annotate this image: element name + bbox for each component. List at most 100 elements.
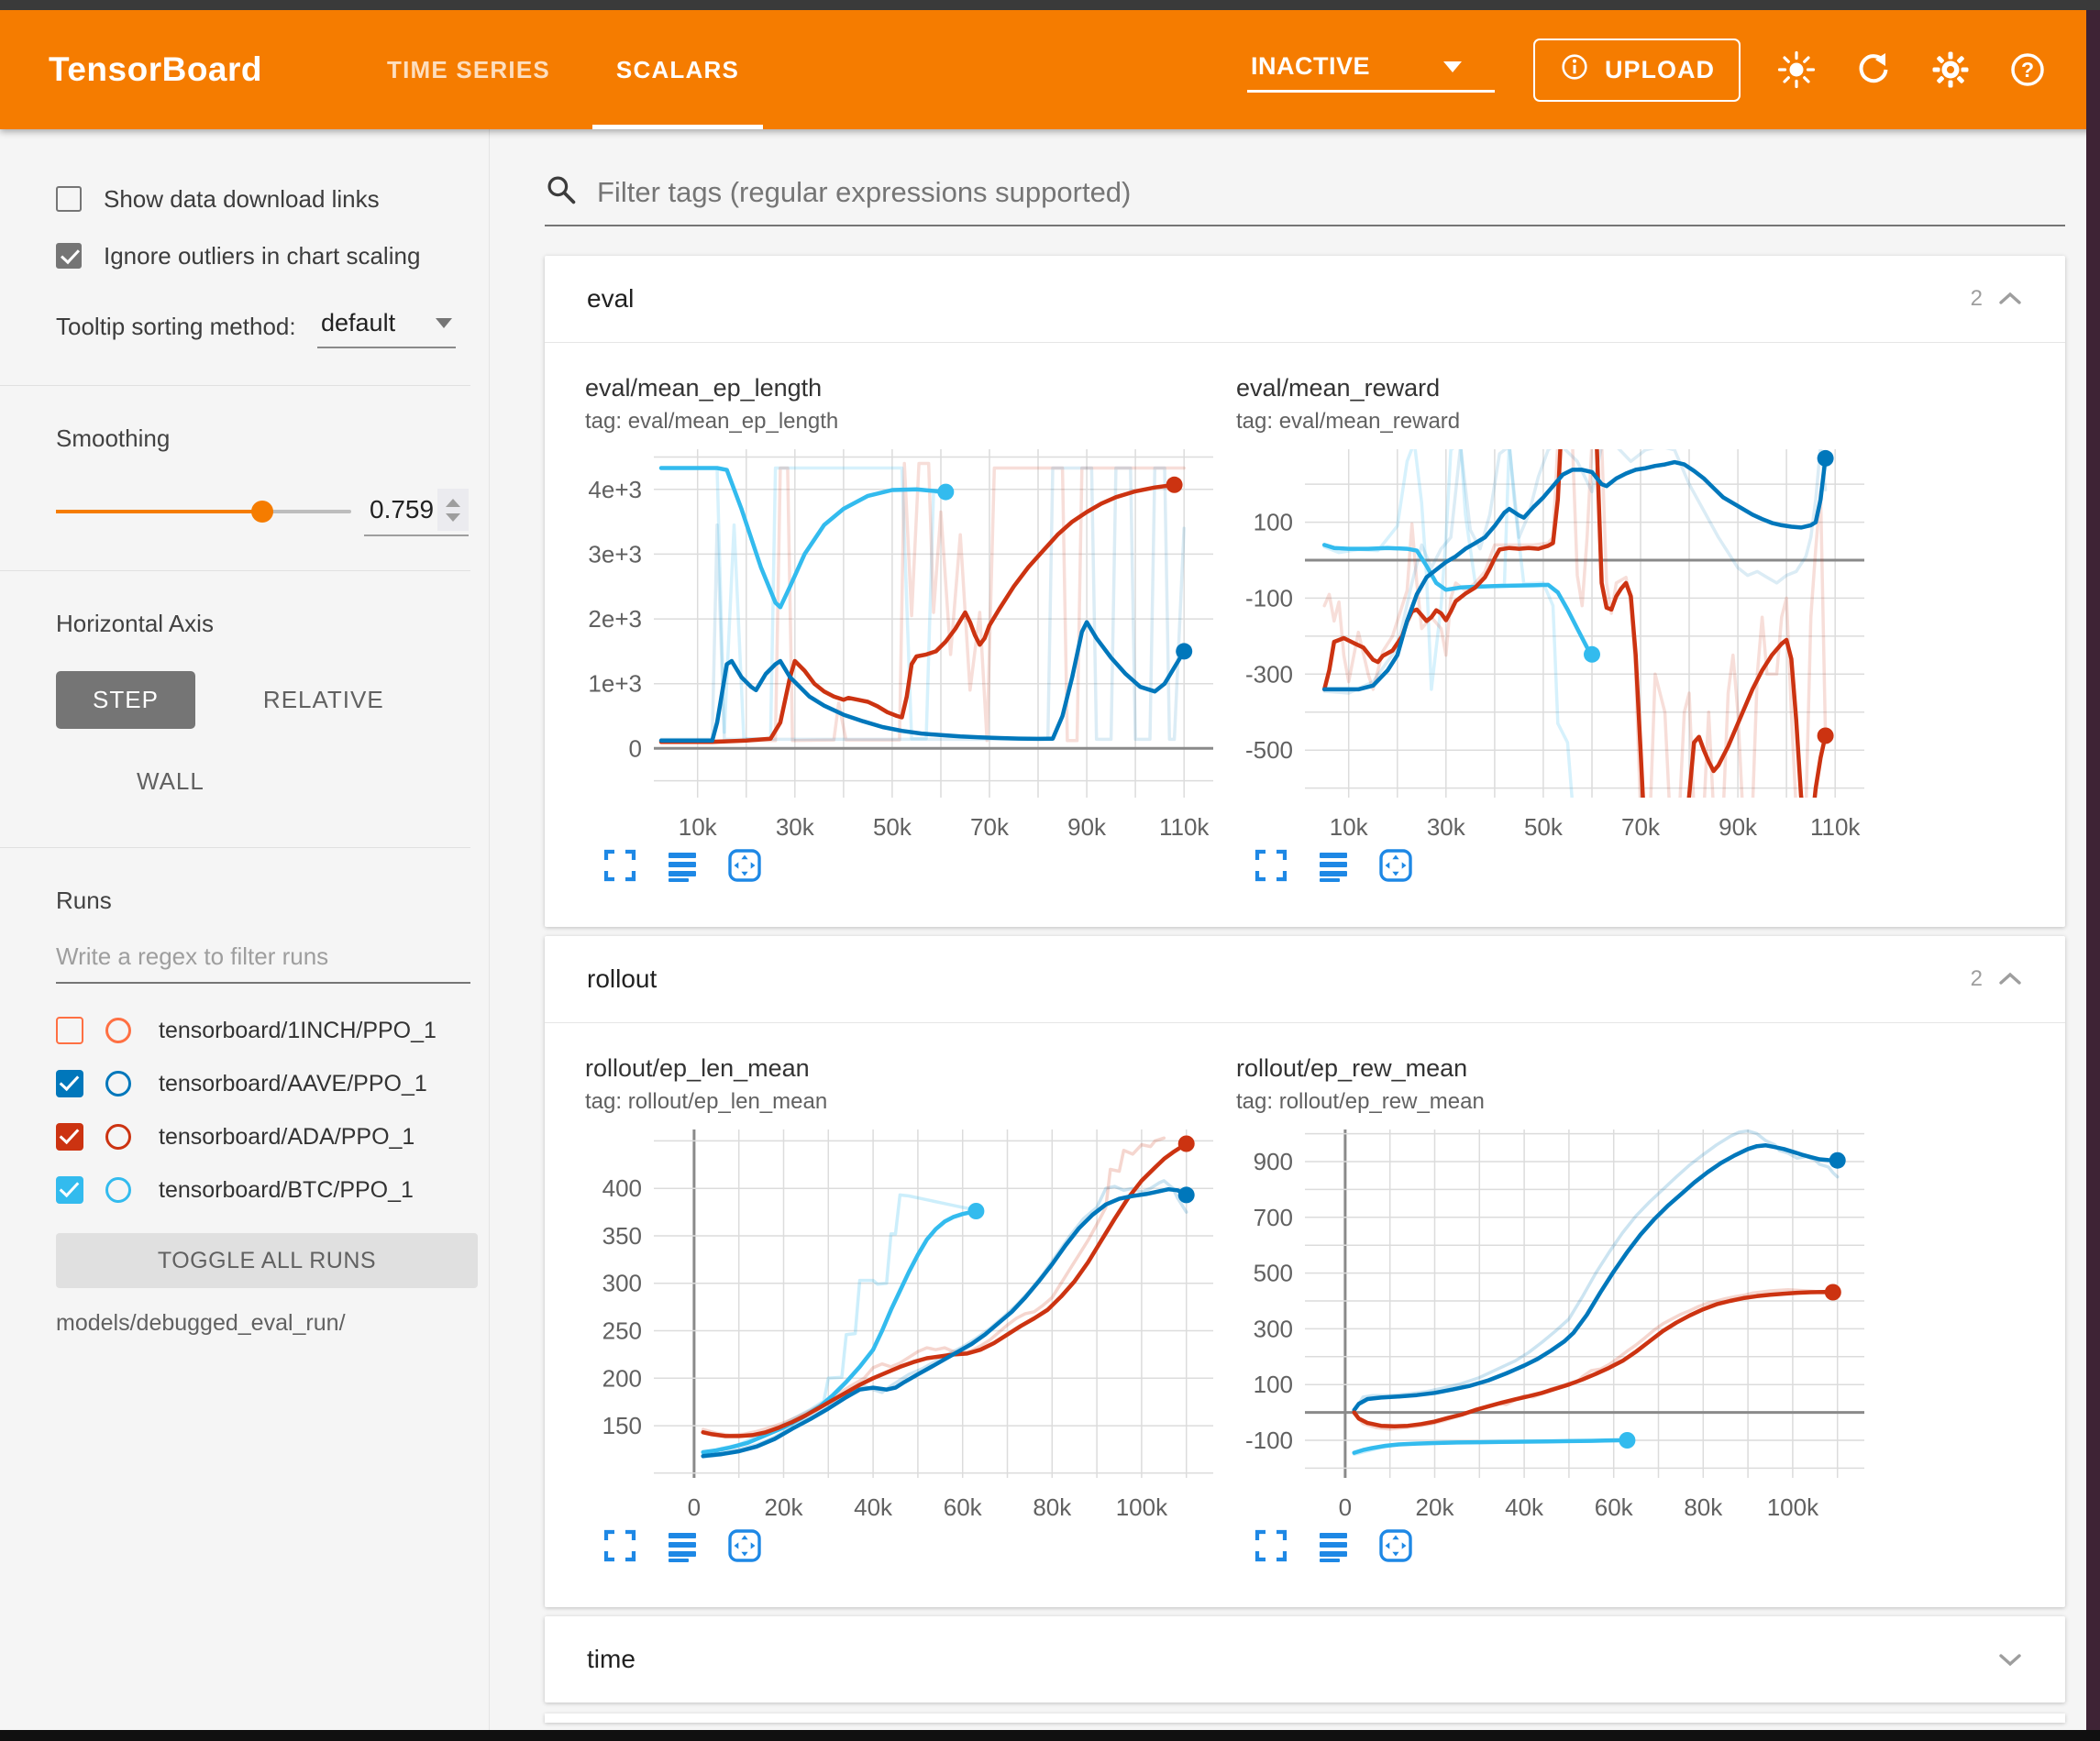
axis-option-step[interactable]: STEP (56, 671, 195, 729)
tag-filter-input[interactable] (597, 176, 2065, 209)
dashboard-tabs: TIME SERIES SCALARS (354, 10, 772, 129)
line-chart-canvas[interactable]: 10k 30k 50k 70k 90k 110k 100 -100 -300 -500 (1236, 442, 1869, 845)
run-checkbox[interactable] (56, 1070, 83, 1097)
axis-option-relative[interactable]: RELATIVE (262, 686, 384, 713)
brightness-icon[interactable] (1775, 49, 1818, 91)
section-count: 2 (1970, 286, 1983, 311)
run-checkbox[interactable] (56, 1176, 83, 1204)
fullscreen-icon[interactable] (602, 1527, 638, 1569)
svg-text:2e+3: 2e+3 (588, 605, 642, 633)
svg-text:50k: 50k (1524, 813, 1564, 841)
section-title: eval (587, 284, 635, 313)
chart-tag: tag: eval/mean_reward (1236, 409, 1461, 434)
section-card-rollout: rollout 2 rollout/ep_len_mean tag: rollou… (545, 936, 2065, 1607)
ignore-outliers-checkbox[interactable] (56, 243, 82, 269)
line-chart-canvas[interactable]: 10k 30k 50k 70k 90k 110k 0 1e+3 2e+3 3e+3 4e+3 (585, 442, 1218, 845)
sidebar-divider (0, 570, 470, 571)
fullscreen-icon[interactable] (1253, 847, 1289, 888)
fullscreen-icon[interactable] (602, 847, 638, 888)
svg-text:40k: 40k (1505, 1493, 1544, 1521)
fit-domain-icon[interactable] (726, 847, 763, 888)
upload-button[interactable]: UPLOAD (1533, 38, 1741, 102)
fullscreen-icon[interactable] (1253, 1527, 1289, 1569)
svg-text:70k: 70k (1621, 813, 1661, 841)
svg-text:100k: 100k (1116, 1493, 1168, 1521)
show-download-links-checkbox[interactable] (56, 186, 82, 212)
svg-text:-500: -500 (1245, 736, 1293, 764)
tab-time-series[interactable]: TIME SERIES (387, 55, 550, 83)
svg-text:110k: 110k (1810, 813, 1861, 841)
smoothing-slider-fill (56, 510, 263, 513)
run-color-circle-icon[interactable] (105, 1124, 131, 1150)
smoothing-slider-handle[interactable] (251, 501, 274, 523)
stepper-up-icon[interactable] (446, 498, 460, 507)
runs-filter-input[interactable] (56, 942, 470, 971)
run-label: tensorboard/ADA/PPO_1 (159, 1123, 415, 1150)
ignore-outliers-row[interactable]: Ignore outliers in chart scaling (56, 237, 470, 274)
settings-gear-icon[interactable] (1929, 49, 1972, 91)
svg-text:110k: 110k (1159, 813, 1210, 841)
browser-bottom-strip (0, 1730, 2100, 1741)
run-data-table-icon[interactable] (1315, 1527, 1352, 1569)
show-download-links-row[interactable]: Show data download links (56, 181, 470, 217)
run-color-circle-icon[interactable] (105, 1071, 131, 1096)
smoothing-value[interactable]: 0.759 (370, 495, 435, 523)
page-scrollbar[interactable] (2086, 10, 2100, 1730)
section-title: time (587, 1645, 636, 1673)
axis-option-wall[interactable]: WALL (137, 767, 204, 795)
fit-domain-icon[interactable] (1377, 1527, 1414, 1569)
rollout-charts-row: rollout/ep_len_mean tag: rollout/ep_len_m… (545, 1023, 2065, 1607)
collapse-chevron-up-icon[interactable] (1997, 291, 2023, 307)
status-value: INACTIVE (1251, 52, 1371, 81)
section-card-eval: eval 2 eval/mean_ep_length tag: eval/mean… (545, 256, 2065, 927)
stepper-down-icon[interactable] (446, 512, 460, 522)
svg-text:4e+3: 4e+3 (588, 476, 642, 503)
tooltip-sorting-block: Tooltip sorting method: default (56, 305, 470, 348)
svg-text:400: 400 (602, 1174, 642, 1202)
svg-text:250: 250 (602, 1317, 642, 1345)
toggle-all-runs-button[interactable]: TOGGLE ALL RUNS (56, 1233, 478, 1288)
run-color-circle-icon[interactable] (105, 1018, 131, 1043)
run-checkbox[interactable] (56, 1123, 83, 1151)
chart-tag: tag: rollout/ep_len_mean (585, 1089, 828, 1114)
run-data-table-icon[interactable] (1315, 847, 1352, 888)
chart-block-eval-mean-reward: eval/mean_reward tag: eval/mean_reward 10k… (1236, 374, 1869, 888)
section-header-eval[interactable]: eval 2 (545, 256, 2065, 342)
run-checkbox[interactable] (56, 1017, 83, 1044)
help-icon[interactable]: ? (2006, 49, 2049, 91)
run-data-table-icon[interactable] (664, 847, 701, 888)
line-chart-canvas[interactable]: 0 20k 40k 60k 80k 100k 150 200 250 300 350 400 (585, 1122, 1218, 1526)
expand-chevron-down-icon[interactable] (1997, 1651, 2023, 1668)
svg-text:10k: 10k (679, 813, 718, 841)
fit-domain-icon[interactable] (1377, 847, 1414, 888)
section-header-rollout[interactable]: rollout 2 (545, 936, 2065, 1022)
run-color-circle-icon[interactable] (105, 1177, 131, 1203)
svg-text:3e+3: 3e+3 (588, 540, 642, 567)
status-dropdown[interactable]: INACTIVE (1247, 47, 1495, 93)
refresh-icon[interactable] (1852, 49, 1895, 91)
card-divider (545, 342, 2065, 343)
tag-filter-field (545, 173, 2065, 226)
chart-toolbar (1236, 1527, 1869, 1569)
run-row[interactable]: tensorboard/BTC/PPO_1 (56, 1163, 470, 1217)
tab-scalars[interactable]: SCALARS (583, 10, 772, 129)
chart-toolbar (1236, 847, 1869, 888)
run-row[interactable]: tensorboard/1INCH/PPO_1 (56, 1004, 470, 1057)
run-data-table-icon[interactable] (664, 1527, 701, 1569)
svg-text:0: 0 (629, 734, 642, 762)
smoothing-slider[interactable] (56, 501, 351, 523)
smoothing-stepper[interactable] (437, 489, 469, 531)
collapse-chevron-up-icon[interactable] (1997, 971, 2023, 987)
run-label: tensorboard/1INCH/PPO_1 (159, 1017, 437, 1043)
fit-domain-icon[interactable] (726, 1527, 763, 1569)
run-row[interactable]: tensorboard/ADA/PPO_1 (56, 1110, 470, 1163)
section-header-time[interactable]: time (545, 1616, 2065, 1702)
info-icon (1559, 51, 1590, 89)
tooltip-sorting-select[interactable]: default (317, 305, 457, 348)
chart-block-rollout-ep-len-mean: rollout/ep_len_mean tag: rollout/ep_len_m… (585, 1054, 1218, 1569)
line-chart-canvas[interactable]: 0 20k 40k 60k 80k 100k -100 100 300 500 700 900 (1236, 1122, 1869, 1526)
header-actions: INACTIVE UPLOAD ? (1247, 38, 2049, 102)
svg-text:30k: 30k (776, 813, 815, 841)
app-title: TensorBoard (49, 50, 263, 88)
run-row[interactable]: tensorboard/AAVE/PPO_1 (56, 1057, 470, 1110)
